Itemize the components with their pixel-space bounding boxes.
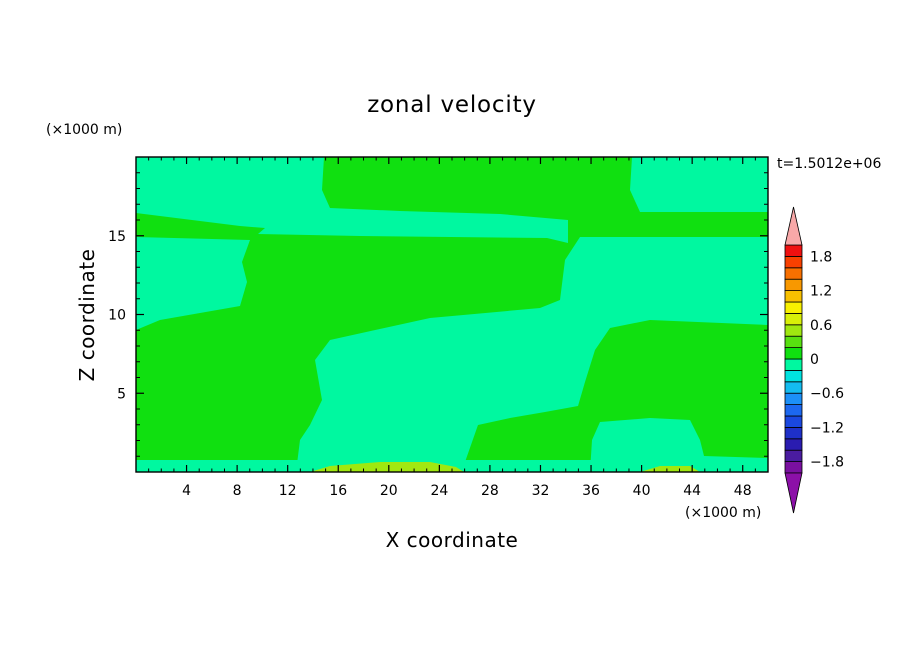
- colorbar-segment: [784, 369, 803, 383]
- colorbar-label: −1.8: [810, 455, 844, 471]
- y-axis-title: Z coordinate: [75, 249, 99, 382]
- upper-positive-region: [136, 157, 768, 472]
- x-axis-title: X coordinate: [386, 528, 519, 552]
- x-tick-label: 44: [683, 483, 701, 499]
- colorbar-under-arrow: [784, 472, 803, 514]
- y-axis: 5 10 15: [108, 172, 768, 457]
- colorbar-segment: [784, 347, 803, 360]
- y-unit-label: (×1000 m): [46, 122, 122, 138]
- surface-positive-patch-right: [640, 466, 700, 472]
- colorbar-segment: [784, 426, 803, 440]
- colorbar-label: 1.2: [810, 284, 832, 300]
- colorbar-segment: [784, 312, 803, 326]
- plot-area: [136, 157, 768, 472]
- lower-right-negative-pocket: [590, 418, 768, 472]
- time-label: t=1.5012e+06: [777, 156, 881, 172]
- x-unit-label: (×1000 m): [685, 505, 761, 521]
- x-axis: 4 8 12 16 20 24 28 32 36 40 44 48: [148, 157, 756, 499]
- y-tick-label: 5: [117, 386, 126, 402]
- colorbar-segment: [784, 290, 803, 303]
- x-tick-label: 32: [532, 483, 550, 499]
- colorbar-segment: [784, 278, 803, 292]
- x-tick-label: 48: [734, 483, 752, 499]
- colorbar-label: −1.2: [810, 420, 844, 436]
- colorbar-segment: [784, 301, 803, 314]
- colorbar-segment: [784, 415, 803, 428]
- left-negative-pocket: [136, 237, 250, 330]
- x-tick-label: 12: [279, 483, 297, 499]
- y-tick-label: 10: [108, 308, 126, 324]
- colorbar-label: 1.8: [810, 249, 832, 265]
- x-tick-label: 20: [380, 483, 398, 499]
- colorbar: 1.8 1.2 0.6 0 −0.6 −1.2 −1.8: [784, 206, 844, 514]
- colorbar-label: 0: [810, 352, 819, 368]
- colorbar-segment: [784, 324, 803, 337]
- colorbar-segment: [784, 392, 803, 406]
- colorbar-segment: [784, 267, 803, 280]
- y-tick-label: 15: [108, 229, 126, 245]
- colorbar-segment: [784, 381, 803, 394]
- colorbar-segment: [784, 244, 803, 257]
- colorbar-label: −0.6: [810, 386, 844, 402]
- x-tick-label: 36: [582, 483, 600, 499]
- x-tick-label: 24: [430, 483, 448, 499]
- colorbar-label: 0.6: [810, 318, 832, 334]
- colorbar-segment: [784, 255, 803, 269]
- x-tick-label: 28: [481, 483, 499, 499]
- x-tick-label: 40: [633, 483, 651, 499]
- x-tick-label: 4: [182, 483, 191, 499]
- surface-positive-patch: [310, 462, 464, 472]
- colorbar-segment: [784, 404, 803, 417]
- colorbar-segment: [784, 335, 803, 349]
- bottom-negative-strip: [136, 460, 768, 472]
- colorbar-segment: [784, 438, 803, 451]
- colorbar-segment: [784, 358, 803, 371]
- x-tick-label: 16: [329, 483, 347, 499]
- colorbar-over-arrow: [784, 206, 803, 246]
- x-tick-label: 8: [233, 483, 242, 499]
- chart-title: zonal velocity: [367, 92, 537, 118]
- colorbar-segment: [784, 449, 803, 463]
- colorbar-segment: [784, 461, 803, 474]
